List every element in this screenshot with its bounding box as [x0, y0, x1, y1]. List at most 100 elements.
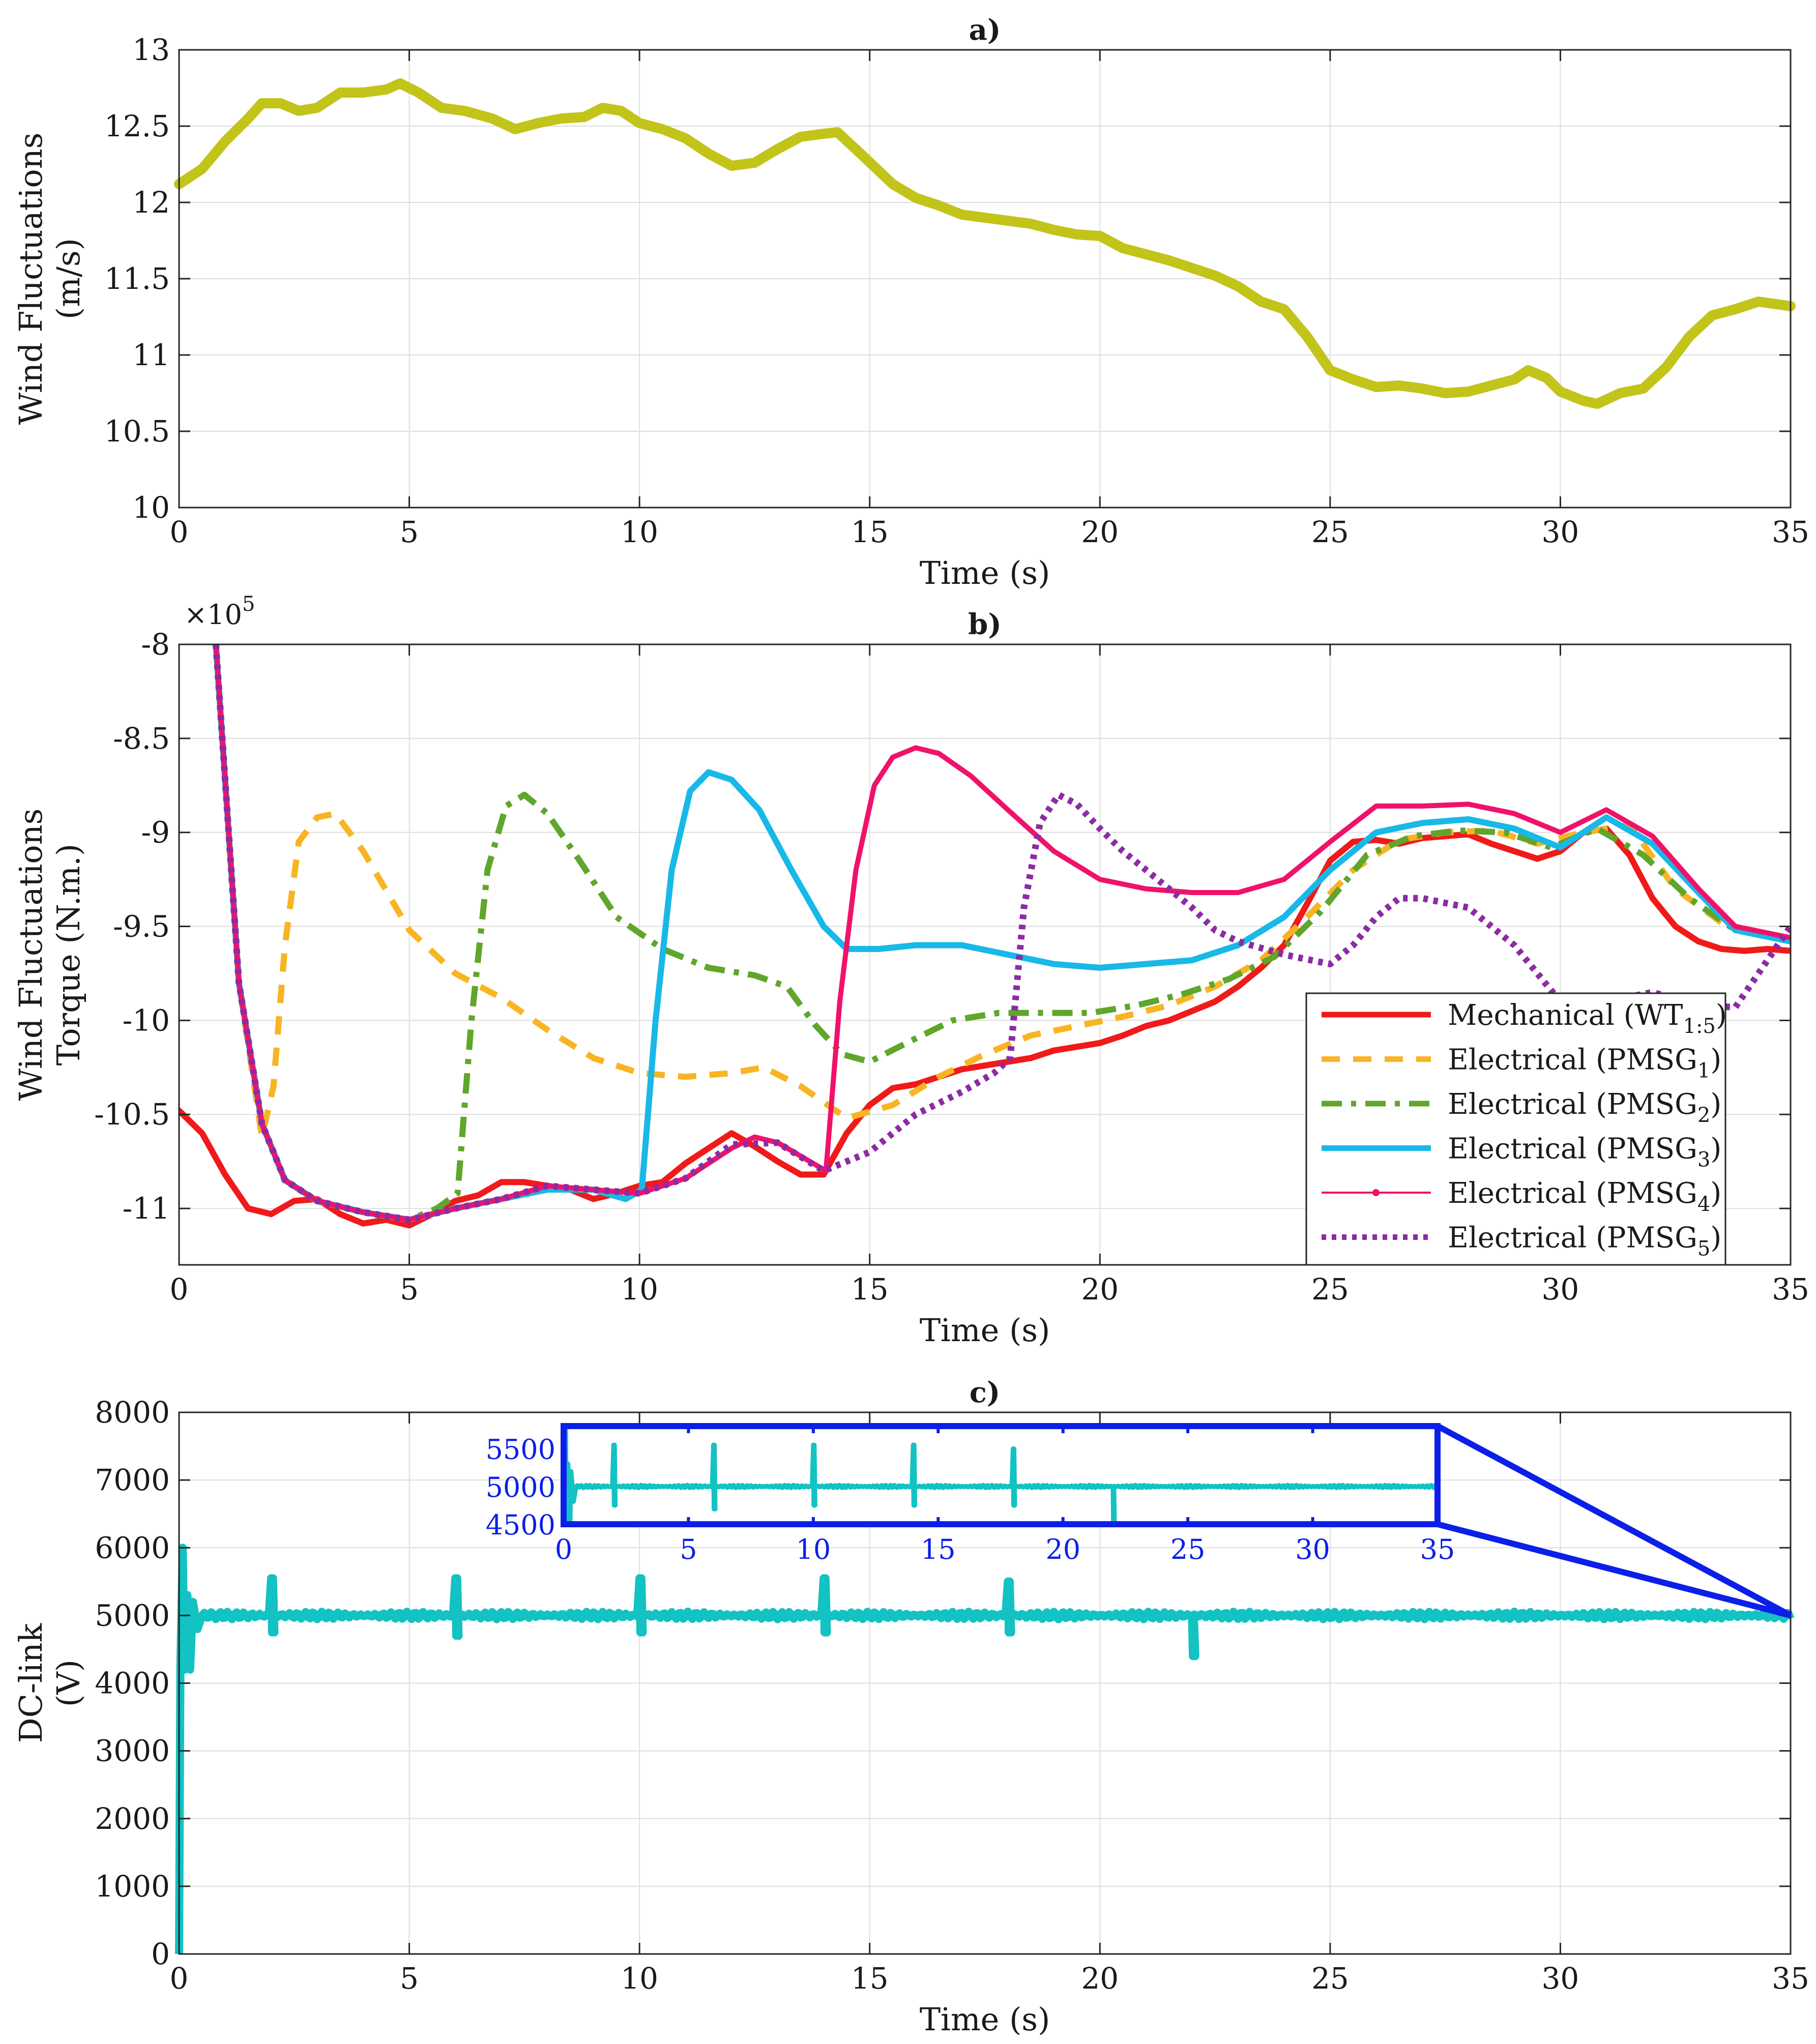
inset-x-tick-label: 25: [1170, 1533, 1206, 1565]
y-tick-label: 12.5: [104, 109, 170, 143]
y-tick-label: 1000: [95, 1869, 170, 1904]
y-axis-label: (m/s): [50, 238, 87, 319]
y-tick-label: 3000: [95, 1734, 170, 1768]
torque-line-pmsg5: [212, 644, 1791, 1223]
data-layer: [174, 78, 1796, 1954]
legend-marker: [1372, 1189, 1380, 1196]
legend-entry-suffix: ): [1716, 999, 1727, 1032]
x-tick-label: 35: [1772, 1961, 1809, 1996]
y-tick-label: 12: [132, 185, 170, 220]
x-tick-label: 30: [1542, 1961, 1579, 1996]
axes-frame: [178, 643, 1792, 1266]
legend-entry-subscript: 4: [1697, 1193, 1710, 1216]
legend-entry-subscript: 2: [1697, 1104, 1710, 1127]
legend-entry: Electrical (PMSG4): [1448, 1177, 1721, 1216]
x-tick-label: 30: [1542, 515, 1579, 549]
x-tick-label: 25: [1311, 515, 1349, 549]
y-tick-label: -9.5: [113, 909, 170, 944]
inset-x-tick-label: 0: [555, 1533, 572, 1565]
x-tick-label: 15: [851, 515, 889, 549]
legend-entry: Electrical (PMSG5): [1448, 1222, 1721, 1261]
legend-entry-suffix: ): [1710, 1133, 1721, 1166]
y-axis-label: Torque (N.m.): [50, 844, 87, 1065]
x-tick-label: 0: [170, 515, 189, 549]
x-tick-label: 20: [1081, 1272, 1119, 1307]
x-tick-label: 20: [1081, 515, 1119, 549]
y-tick-label: 7000: [95, 1463, 170, 1497]
torque-line-mechanical: [179, 825, 1791, 1229]
y-tick-label: 11: [132, 338, 170, 372]
y-tick-label: 10.5: [104, 414, 170, 449]
y-tick-label: 0: [151, 1937, 170, 1971]
inset-y-tick-label: 5500: [486, 1434, 555, 1466]
inset-frame: [561, 1423, 1441, 1527]
inset-background: [564, 1426, 1438, 1524]
wind-speed-line: [174, 78, 1796, 409]
dc-link-line: [175, 1544, 1795, 1954]
torque-series-group: [179, 644, 1791, 1229]
inset-y-tick-label: 4500: [486, 1509, 555, 1541]
x-tick-label: 0: [170, 1961, 189, 1996]
y-tick-label: 8000: [95, 1395, 170, 1430]
inset-x-tick-label: 30: [1295, 1533, 1330, 1565]
y-tick-label: 11.5: [104, 261, 170, 296]
y-axis-label: Wind Fluctuations: [12, 133, 49, 425]
x-tick-label: 30: [1542, 1272, 1579, 1307]
x-tick-label: 15: [851, 1272, 889, 1307]
y-tick-label: -9: [141, 815, 170, 850]
torque-line-pmsg2: [213, 644, 1791, 1223]
legend-entry-subscript: 1:5: [1683, 1015, 1716, 1038]
legend-entry-subscript: 1: [1697, 1059, 1710, 1083]
inset-y-tick-label: 5000: [486, 1471, 555, 1503]
legend-box: [1305, 992, 1726, 1266]
chart-title: a): [969, 13, 1001, 47]
legend-entry: Electrical (PMSG3): [1448, 1133, 1721, 1172]
inset-x-tick-label: 20: [1045, 1533, 1080, 1565]
y-axis-label: (V): [50, 1660, 87, 1707]
inset-series-group: [564, 1426, 1438, 1524]
x-tick-label: 5: [400, 515, 419, 549]
inset-x-tick-label: 5: [680, 1533, 697, 1565]
legend-entry-suffix: ): [1710, 1177, 1721, 1210]
y-tick-label: 5000: [95, 1598, 170, 1633]
x-tick-label: 10: [621, 1272, 658, 1307]
legend-entry-subscript: 3: [1697, 1148, 1710, 1172]
x-tick-label: 15: [851, 1961, 889, 1996]
chart-title: c): [970, 1376, 1001, 1409]
chart-title: b): [968, 608, 1002, 641]
legend-entry: Mechanical (WT1:5): [1448, 999, 1727, 1038]
y-tick-label: -10.5: [94, 1097, 170, 1132]
inset-x-tick-label: 15: [921, 1533, 956, 1565]
inset-dc-link-line: [564, 1426, 1438, 1524]
y-tick-label: -8.5: [113, 721, 170, 756]
legend-entry: Electrical (PMSG2): [1448, 1088, 1721, 1127]
text-layer: 0 5 10 15 20 25 30 351010.51111.51212.513a)Time…: [12, 13, 1809, 2038]
y-tick-label: -11: [123, 1191, 170, 1226]
frame-layer: [178, 49, 1792, 1955]
x-tick-label: 0: [170, 1272, 189, 1307]
y-tick-label: 2000: [95, 1801, 170, 1836]
x-axis-label: Time (s): [920, 554, 1050, 591]
x-tick-label: 35: [1772, 515, 1809, 549]
legend-entry-suffix: ): [1710, 1044, 1721, 1077]
y-tick-label: 13: [132, 33, 170, 67]
legend-entry: Electrical (PMSG1): [1448, 1044, 1721, 1083]
x-tick-label: 35: [1772, 1272, 1809, 1307]
x-tick-label: 25: [1311, 1272, 1349, 1307]
inset-layer: 0 5 10 15 20 25 30 35 4500 5000 5500: [486, 1423, 1792, 1619]
axis-multiplier: ×105: [184, 593, 255, 631]
y-tick-label: 10: [132, 490, 170, 525]
axis-multiplier-exponent: 5: [242, 593, 255, 616]
x-axis-label: Time (s): [920, 1312, 1050, 1349]
zoom-connector: [1436, 1423, 1792, 1618]
x-tick-label: 10: [621, 1961, 658, 1996]
zoom-connector: [1437, 1521, 1792, 1619]
x-tick-label: 5: [400, 1272, 419, 1307]
legend-layer: Mechanical (WT1:5) Electrical (PMSG1) Elec…: [1305, 992, 1727, 1266]
inset-x-tick-label: 10: [796, 1533, 831, 1565]
x-tick-label: 20: [1081, 1961, 1119, 1996]
inset-x-tick-label: 35: [1420, 1533, 1455, 1565]
y-axis-label: Wind Fluctuations: [12, 809, 49, 1101]
legend-entry-subscript: 5: [1697, 1237, 1710, 1261]
